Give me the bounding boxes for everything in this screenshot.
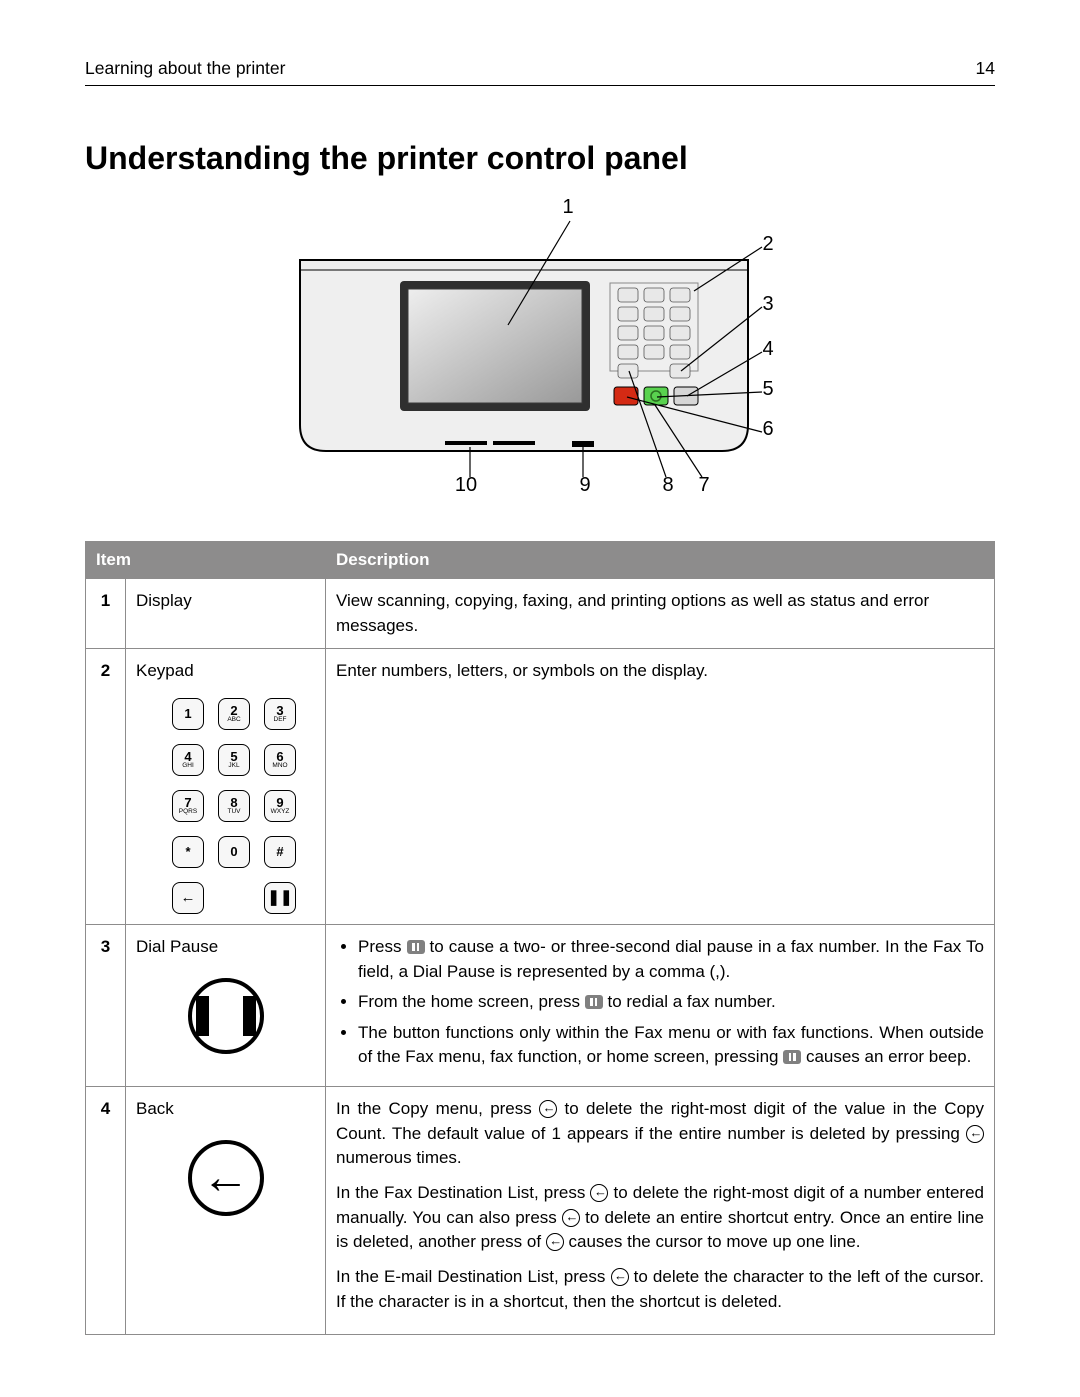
description-paragraph: In the E-mail Destination List, press to… — [336, 1265, 984, 1314]
keypad-key: 1 — [172, 698, 204, 730]
row-number: 3 — [86, 924, 126, 1086]
keypad-key: 4GHI — [172, 744, 204, 776]
back-arrow-icon — [966, 1125, 984, 1143]
back-arrow-icon — [611, 1268, 629, 1286]
header-page-number: 14 — [976, 58, 995, 79]
description-paragraph: In the Fax Destination List, press to de… — [336, 1181, 984, 1255]
keypad-key: * — [172, 836, 204, 868]
description-paragraph: In the Copy menu, press to delete the ri… — [336, 1097, 984, 1171]
keypad-key: 9WXYZ — [264, 790, 296, 822]
keypad-back-key: ← — [172, 882, 204, 914]
row-item: Keypad12ABC3DEF4GHI5JKL6MNO7PQRS8TUV9WXY… — [126, 649, 326, 925]
keypad-illustration: 1 2ABC 3DEF 4GHI 5JKL 6MNO 7PQRS 8TUV 9WXYZ * 0 # ← ❚… — [172, 698, 315, 914]
th-item: Item — [86, 542, 326, 579]
dial-pause-illustration — [188, 978, 264, 1054]
keypad-key: 8TUV — [218, 790, 250, 822]
row-description: View scanning, copying, faxing, and prin… — [326, 579, 995, 649]
svg-text:4: 4 — [762, 338, 773, 360]
row-description: Enter numbers, letters, or symbols on th… — [326, 649, 995, 925]
svg-text:6: 6 — [762, 418, 773, 440]
keypad-key: # — [264, 836, 296, 868]
svg-text:1: 1 — [562, 196, 573, 218]
keypad-key: 7PQRS — [172, 790, 204, 822]
row-item: Dial Pause — [126, 924, 326, 1086]
row-number: 4 — [86, 1087, 126, 1335]
back-arrow-icon — [539, 1100, 557, 1118]
back-arrow-icon — [590, 1184, 608, 1202]
diagram-svg: 1 2 3 4 5 6 7 8 9 10 — [270, 195, 810, 515]
control-panel-diagram: 1 2 3 4 5 6 7 8 9 10 — [85, 195, 995, 515]
keypad-key: 6MNO — [264, 744, 296, 776]
svg-text:3: 3 — [762, 293, 773, 315]
bullet-item: Press to cause a two- or three-second di… — [358, 935, 984, 984]
svg-text:9: 9 — [579, 474, 590, 496]
row-description: In the Copy menu, press to delete the ri… — [326, 1087, 995, 1335]
svg-text:7: 7 — [698, 474, 709, 496]
table-row: 2Keypad12ABC3DEF4GHI5JKL6MNO7PQRS8TUV9WX… — [86, 649, 995, 925]
keypad-key: 3DEF — [264, 698, 296, 730]
page-title: Understanding the printer control panel — [85, 140, 995, 177]
control-panel-table: Item Description 1DisplayView scanning, … — [85, 541, 995, 1335]
bullet-item: The button functions only within the Fax… — [358, 1021, 984, 1070]
table-row: 1DisplayView scanning, copying, faxing, … — [86, 579, 995, 649]
table-row: 4BackIn the Copy menu, press to delete t… — [86, 1087, 995, 1335]
row-description: Press to cause a two- or three-second di… — [326, 924, 995, 1086]
keypad-key: 2ABC — [218, 698, 250, 730]
page-header: Learning about the printer 14 — [85, 58, 995, 86]
pause-icon — [585, 995, 603, 1009]
bullet-item: From the home screen, press to redial a … — [358, 990, 984, 1015]
row-item: Display — [126, 579, 326, 649]
row-number: 2 — [86, 649, 126, 925]
svg-text:10: 10 — [455, 474, 477, 496]
header-section: Learning about the printer — [85, 58, 285, 79]
table-row: 3Dial Pause Press to cause a two- or thre… — [86, 924, 995, 1086]
pause-icon — [783, 1050, 801, 1064]
svg-text:2: 2 — [762, 233, 773, 255]
keypad-pause-key: ❚❚ — [264, 882, 296, 914]
svg-text:5: 5 — [762, 378, 773, 400]
keypad-key: 0 — [218, 836, 250, 868]
svg-text:8: 8 — [662, 474, 673, 496]
keypad-key: 5JKL — [218, 744, 250, 776]
table-header-row: Item Description — [86, 542, 995, 579]
row-number: 1 — [86, 579, 126, 649]
back-arrow-icon — [562, 1209, 580, 1227]
row-item: Back — [126, 1087, 326, 1335]
back-arrow-icon — [546, 1233, 564, 1251]
th-description: Description — [326, 542, 995, 579]
back-button-illustration — [188, 1140, 264, 1216]
pause-icon — [407, 940, 425, 954]
